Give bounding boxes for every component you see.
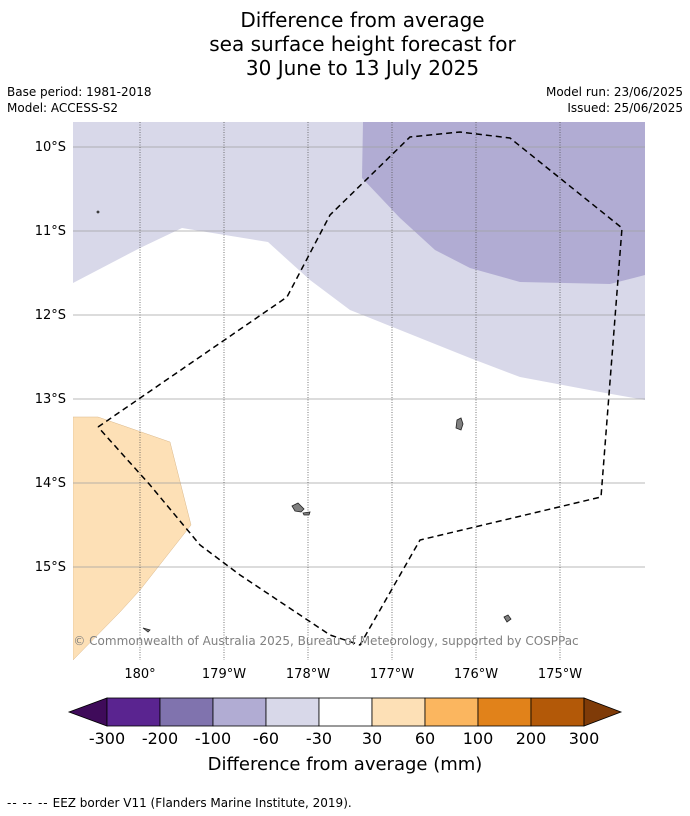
eez-source: EEZ border V11 (Flanders Marine Institut… bbox=[52, 796, 352, 810]
colorbar-title: Difference from average (mm) bbox=[208, 754, 483, 775]
lat-gridlines bbox=[73, 146, 645, 568]
colorbar-tick-label: 60 bbox=[415, 729, 435, 748]
lon-gridlines bbox=[139, 122, 561, 660]
lat-labels: 10°S 11°S 12°S 13°S 14°S 15°S bbox=[35, 140, 66, 575]
base-period: Base period: 1981-2018 bbox=[7, 85, 152, 99]
colorbar-ticks: -300 -200 -100 -60 -30 30 60 100 200 300 bbox=[89, 729, 599, 748]
colorbar-tick-label: 30 bbox=[362, 729, 382, 748]
colorbar-tick-label: 100 bbox=[463, 729, 494, 748]
meta-left: Base period: 1981-2018 Model: ACCESS-S2 bbox=[7, 84, 152, 116]
island-west-small bbox=[302, 511, 311, 516]
lon-label: 177°W bbox=[370, 667, 414, 682]
meta-right: Model run: 23/06/2025 Issued: 25/06/2025 bbox=[546, 84, 683, 116]
title-line-3: 30 June to 13 July 2025 bbox=[245, 56, 480, 80]
lat-label: 13°S bbox=[35, 392, 66, 407]
colorbar-extend-left bbox=[67, 697, 108, 727]
anomaly-region-light-orange bbox=[73, 416, 192, 660]
copyright-notice: © Commonwealth of Australia 2025, Bureau… bbox=[73, 634, 578, 648]
model-run: Model run: 23/06/2025 bbox=[545, 85, 683, 99]
lon-labels: 180° 179°W 178°W 177°W 176°W 175°W bbox=[124, 667, 582, 682]
colorbar: -300 -200 -100 -60 -30 30 60 100 200 300… bbox=[67, 697, 623, 775]
colorbar-tick-label: 200 bbox=[516, 729, 547, 748]
colorbar-tick-label: -200 bbox=[142, 729, 178, 748]
lat-label: 15°S bbox=[35, 560, 66, 575]
colorbar-tick-label: -30 bbox=[306, 729, 332, 748]
colorbar-segment bbox=[265, 697, 320, 727]
eez-dash-glyph: -- -- -- bbox=[7, 796, 49, 810]
colorbar-extend-right bbox=[583, 697, 623, 727]
lat-label: 12°S bbox=[35, 308, 66, 323]
colorbar-segment bbox=[212, 697, 267, 727]
island-southwest bbox=[142, 627, 151, 633]
lon-label: 179°W bbox=[202, 667, 246, 682]
lon-label: 175°W bbox=[538, 667, 582, 682]
island-west bbox=[291, 502, 305, 513]
colorbar-segment bbox=[371, 697, 426, 727]
colorbar-segment bbox=[530, 697, 585, 727]
lon-label: 176°W bbox=[454, 667, 498, 682]
model-name: Model: ACCESS-S2 bbox=[7, 101, 119, 115]
lat-label: 11°S bbox=[35, 224, 66, 239]
colorbar-tick-label: 300 bbox=[569, 729, 600, 748]
map-title: Difference from average sea surface heig… bbox=[0, 8, 690, 80]
lon-label: 178°W bbox=[286, 667, 330, 682]
island-tiny bbox=[96, 210, 100, 214]
lat-label: 10°S bbox=[35, 140, 66, 155]
title-line-1: Difference from average bbox=[240, 8, 485, 32]
anomaly-region-medium-purple bbox=[362, 122, 645, 284]
colorbar-segment bbox=[106, 697, 161, 727]
colorbar-segment bbox=[318, 697, 373, 727]
colorbar-segment bbox=[477, 697, 532, 727]
island-east bbox=[455, 417, 464, 431]
footer-note: -- -- -- EEZ border V11 (Flanders Marine … bbox=[7, 796, 352, 810]
colorbar-segment bbox=[424, 697, 479, 727]
issued-date: Issued: 25/06/2025 bbox=[567, 101, 683, 115]
colorbar-tick-label: -60 bbox=[253, 729, 279, 748]
islands bbox=[96, 210, 512, 633]
colorbar-segment bbox=[159, 697, 214, 727]
title-line-2: sea surface height forecast for bbox=[209, 32, 516, 56]
colorbar-tick-label: -300 bbox=[89, 729, 125, 748]
colorbar-tick-label: -100 bbox=[195, 729, 231, 748]
lat-label: 14°S bbox=[35, 476, 66, 491]
map-panel: © Commonwealth of Australia 2025, Bureau… bbox=[73, 122, 645, 660]
lon-label: 180° bbox=[124, 667, 155, 682]
island-south bbox=[503, 614, 512, 623]
